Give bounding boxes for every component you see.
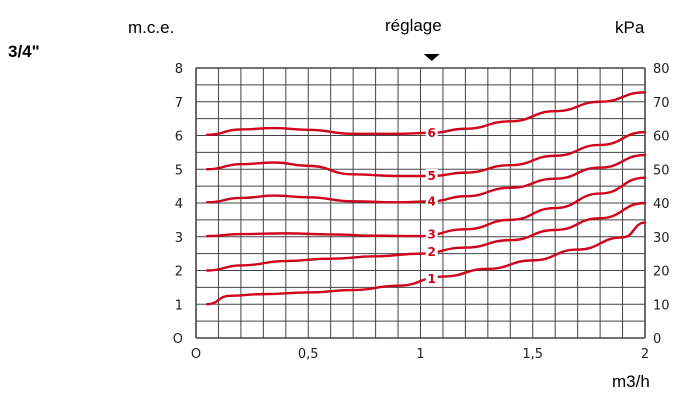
- curve-series-6: [206, 91, 647, 137]
- y-tick-label: 5: [175, 163, 183, 178]
- left-axis-unit: m.c.e.: [128, 18, 175, 37]
- curve-label-1: 1: [428, 272, 436, 286]
- curve-series-4: [206, 153, 647, 204]
- x-axis-unit: m3/h: [612, 372, 650, 391]
- x-tick-label: O: [191, 347, 201, 362]
- curve-series-5: [206, 130, 647, 178]
- y2-tick-label: 20: [653, 265, 670, 280]
- curve-label-4: 4: [428, 194, 436, 208]
- x-tick-label: 0,5: [298, 347, 319, 362]
- y2-tick-label: 60: [653, 130, 670, 145]
- y2-tick-label: 80: [653, 62, 670, 77]
- curve-label-bg: [425, 227, 438, 241]
- x-tick-label: 1,5: [522, 347, 543, 362]
- curve-label-bg: [425, 271, 438, 285]
- y2-tick-label: 70: [653, 96, 670, 111]
- size-label: 3/4": [8, 42, 40, 61]
- y2-tick-label: 0: [653, 332, 661, 347]
- curve-series-1: [206, 221, 647, 306]
- y-tick-label: 1: [175, 298, 183, 313]
- y-tick-label: 4: [175, 197, 183, 212]
- x-tick-label: 2: [641, 347, 649, 362]
- y-tick-label: 3: [175, 231, 183, 246]
- setting-marker-icon: [423, 54, 440, 61]
- y-tick-label: 7: [175, 96, 183, 111]
- curve-label-3: 3: [428, 227, 436, 241]
- curve-label-2: 2: [428, 245, 436, 259]
- curve-series-2: [206, 201, 647, 272]
- y-tick-label: 6: [175, 130, 183, 145]
- y2-tick-label: 50: [653, 163, 670, 178]
- curve-series-3: [206, 176, 647, 238]
- y-tick-label: 2: [175, 265, 183, 280]
- x-tick-label: 1: [416, 347, 424, 362]
- y2-tick-label: 40: [653, 197, 670, 212]
- y2-tick-label: 10: [653, 298, 670, 313]
- y2-tick-label: 30: [653, 231, 670, 246]
- right-axis-unit: kPa: [615, 18, 645, 37]
- y-tick-label: 8: [175, 62, 183, 77]
- y-tick-label: O: [173, 332, 183, 347]
- curve-label-6: 6: [428, 126, 436, 140]
- curve-label-bg: [425, 125, 438, 139]
- curve-label-bg: [425, 194, 438, 208]
- curve-label-bg: [425, 169, 438, 182]
- curve-label-5: 5: [428, 169, 436, 183]
- setting-label: réglage: [385, 16, 442, 35]
- curve-label-bg: [425, 245, 438, 259]
